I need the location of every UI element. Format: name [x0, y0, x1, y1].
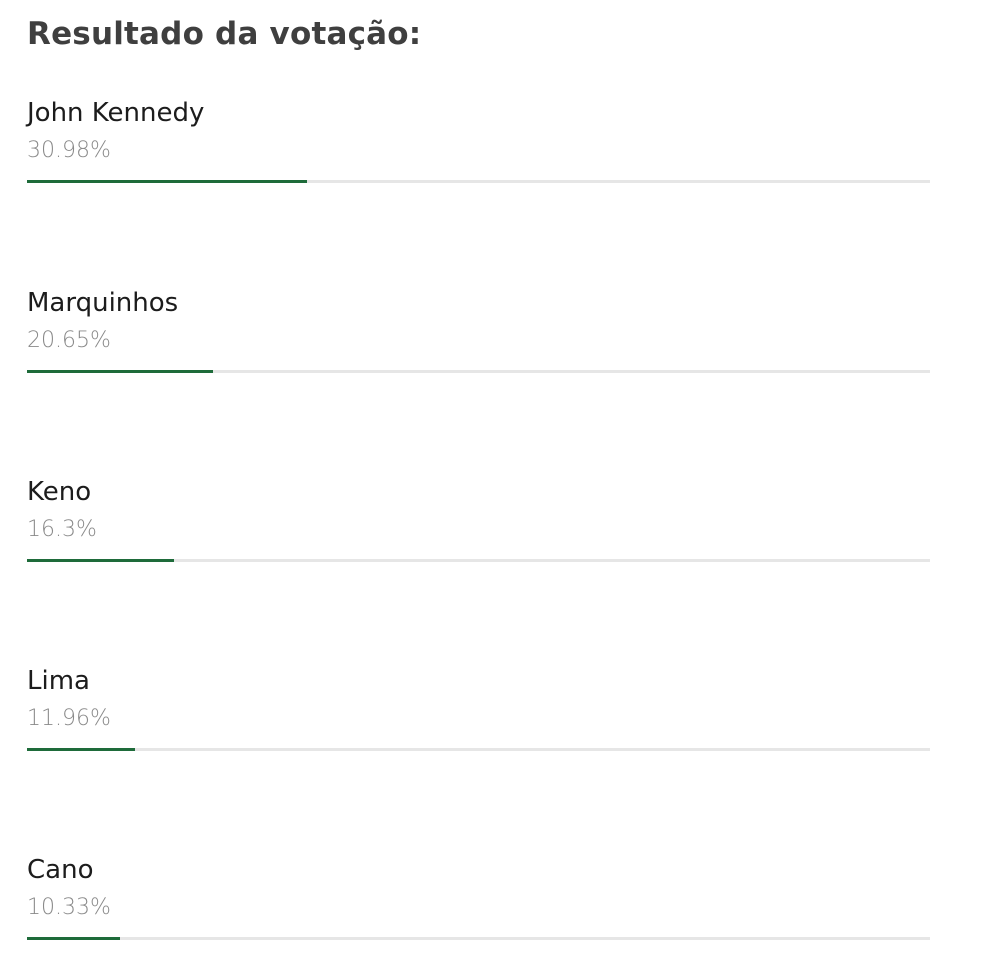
- poll-result-keno: Keno 16.3%: [27, 477, 930, 567]
- candidate-name: Lima: [27, 666, 90, 696]
- candidate-name: Cano: [27, 855, 94, 885]
- result-bar-fill: [27, 370, 214, 373]
- candidate-percent: 30.98%: [27, 138, 111, 163]
- candidate-percent: 20.65%: [27, 328, 111, 353]
- candidate-name: John Kennedy: [27, 98, 205, 128]
- result-bar-track: [27, 180, 930, 183]
- result-bar-fill: [27, 559, 175, 562]
- poll-result-lima: Lima 11.96%: [27, 666, 930, 756]
- result-bar-fill: [27, 937, 121, 940]
- candidate-name: Keno: [27, 477, 92, 507]
- candidate-percent: 16.3%: [27, 517, 97, 542]
- poll-result-marquinhos: Marquinhos 20.65%: [27, 288, 930, 378]
- result-bar-track: [27, 370, 930, 373]
- result-bar-fill: [27, 180, 307, 183]
- poll-result-john-kennedy: John Kennedy 30.98%: [27, 98, 930, 188]
- result-bar-fill: [27, 748, 135, 751]
- result-bar-track: [27, 748, 930, 751]
- result-bar-track: [27, 559, 930, 562]
- poll-title: Resultado da votação:: [27, 16, 422, 52]
- candidate-percent: 11.96%: [27, 706, 111, 731]
- poll-result-cano: Cano 10.33%: [27, 855, 930, 945]
- candidate-name: Marquinhos: [27, 288, 179, 318]
- result-bar-track: [27, 937, 930, 940]
- candidate-percent: 10.33%: [27, 895, 111, 920]
